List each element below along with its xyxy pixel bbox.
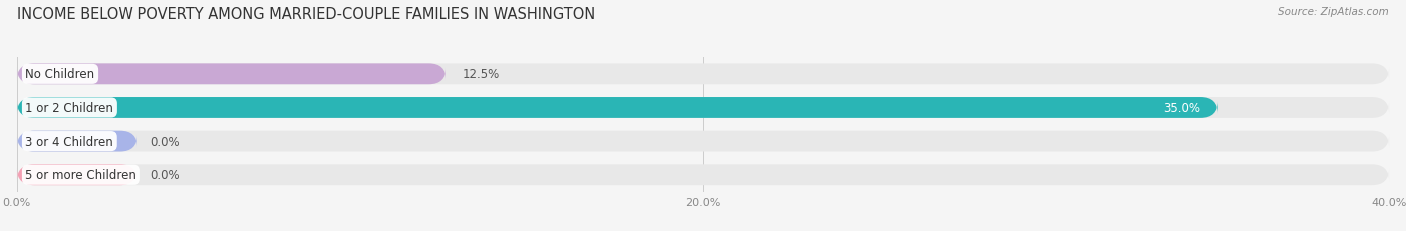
FancyBboxPatch shape xyxy=(17,131,1389,152)
Text: 0.0%: 0.0% xyxy=(150,135,180,148)
Text: 35.0%: 35.0% xyxy=(1163,101,1201,115)
FancyBboxPatch shape xyxy=(17,131,136,152)
FancyBboxPatch shape xyxy=(17,98,1389,118)
Text: 3 or 4 Children: 3 or 4 Children xyxy=(25,135,114,148)
Text: No Children: No Children xyxy=(25,68,94,81)
FancyBboxPatch shape xyxy=(17,64,446,85)
FancyBboxPatch shape xyxy=(17,64,1389,85)
FancyBboxPatch shape xyxy=(17,165,1389,185)
Text: INCOME BELOW POVERTY AMONG MARRIED-COUPLE FAMILIES IN WASHINGTON: INCOME BELOW POVERTY AMONG MARRIED-COUPL… xyxy=(17,7,595,22)
Text: 1 or 2 Children: 1 or 2 Children xyxy=(25,101,114,115)
FancyBboxPatch shape xyxy=(17,165,136,185)
Text: Source: ZipAtlas.com: Source: ZipAtlas.com xyxy=(1278,7,1389,17)
FancyBboxPatch shape xyxy=(17,98,1218,118)
Text: 0.0%: 0.0% xyxy=(150,168,180,182)
Text: 12.5%: 12.5% xyxy=(463,68,501,81)
Text: 5 or more Children: 5 or more Children xyxy=(25,168,136,182)
